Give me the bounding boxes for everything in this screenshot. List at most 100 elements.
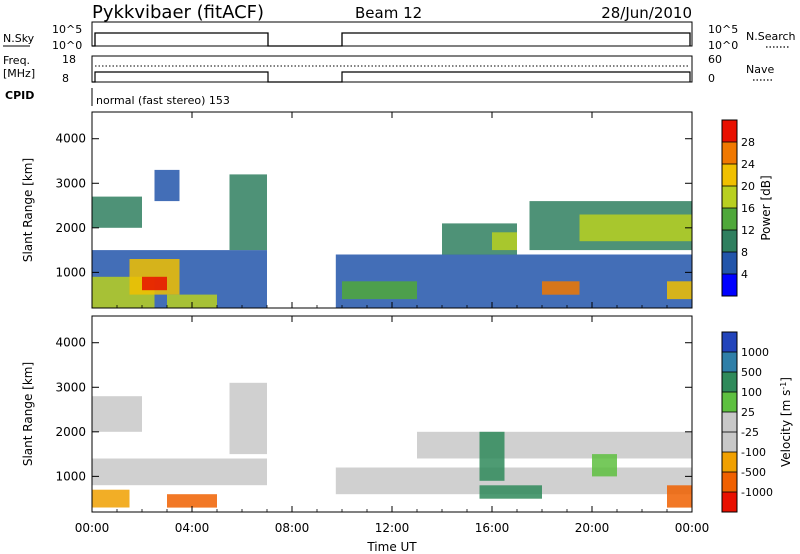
power-colorbar-swatch bbox=[722, 208, 737, 230]
freq-tick-high: 18 bbox=[62, 53, 76, 66]
power-cell bbox=[667, 281, 692, 300]
velocity-colorbar-swatch bbox=[722, 492, 737, 512]
velocity-colorbar-cells: 1000 500 100 25 -25 -100 -500 -1000 bbox=[722, 332, 773, 512]
power-colorbar-swatch bbox=[722, 120, 737, 142]
x-tick-label: 00:00 bbox=[675, 521, 710, 535]
velocity-colorbar-tick-label: 1000 bbox=[741, 346, 769, 359]
velocity-colorbar-tick-label: 500 bbox=[741, 366, 762, 379]
freq-label-line2: [MHz] bbox=[3, 67, 35, 80]
y-tick-label: 1000 bbox=[55, 265, 86, 279]
velocity-cell bbox=[167, 494, 217, 508]
power-colorbar-swatch bbox=[722, 230, 737, 252]
power-colorbar-tick-label: 24 bbox=[741, 158, 755, 171]
velocity-colorbar-tick-label: -500 bbox=[741, 466, 766, 479]
cpid-label: CPID bbox=[5, 89, 34, 102]
power-colorbar-tick-label: 12 bbox=[741, 224, 755, 237]
velocity-colorbar-swatch bbox=[722, 452, 737, 472]
y-tick-label: 2000 bbox=[55, 425, 86, 439]
y-tick-label: 1000 bbox=[55, 469, 86, 483]
velocity-colorbar-swatch bbox=[722, 472, 737, 492]
nsky-tick-low: 10^0 bbox=[52, 39, 82, 52]
power-colorbar-label: Power [dB] bbox=[759, 175, 773, 240]
velocity-colorbar-swatch bbox=[722, 372, 737, 392]
power-cell bbox=[492, 232, 517, 251]
velocity-colorbar-swatch bbox=[722, 412, 737, 432]
velocity-cell bbox=[92, 489, 130, 508]
power-colorbar-swatch bbox=[722, 164, 737, 186]
velocity-ylabel: Slant Range [km] bbox=[21, 362, 35, 466]
date-title: 28/Jun/2010 bbox=[601, 4, 692, 22]
power-cell bbox=[167, 294, 217, 308]
power-colorbar-tick-label: 4 bbox=[741, 268, 748, 281]
power-axis-ticks: 1000 2000 3000 4000 bbox=[55, 112, 693, 308]
freq-label-line1: Freq. bbox=[3, 54, 30, 67]
power-colorbar-frame bbox=[721, 119, 738, 297]
power-colorbar-swatch bbox=[722, 274, 737, 296]
power-colorbar-swatch bbox=[722, 186, 737, 208]
x-tick-label: 08:00 bbox=[275, 521, 310, 535]
power-colorbar-swatch bbox=[722, 142, 737, 164]
velocity-colorbar-tick-label: -1000 bbox=[741, 486, 773, 499]
velocity-colorbar-label: Velocity [m s-1] bbox=[779, 377, 793, 467]
velocity-cell bbox=[479, 431, 505, 481]
velocity-cell bbox=[479, 485, 542, 499]
velocity-cell bbox=[229, 382, 267, 455]
freq-frame bbox=[91, 55, 693, 83]
freq-panel: Freq. [MHz] 18 8 60 0 Nave bbox=[3, 53, 774, 85]
velocity-cell bbox=[592, 454, 617, 477]
velocity-panel: 1000 2000 3000 4000 00:00 04:00 08:00 12:00 16:0… bbox=[55, 315, 709, 535]
y-tick-label: 3000 bbox=[55, 176, 86, 190]
cpid-text: normal (fast stereo) 153 bbox=[96, 94, 230, 107]
power-cell bbox=[579, 214, 692, 242]
power-cell bbox=[342, 281, 417, 300]
nsearch-tick-low: 10^0 bbox=[708, 39, 738, 52]
velocity-colorbar-tick-label: -100 bbox=[741, 446, 766, 459]
nsky-label: N.Sky bbox=[3, 32, 35, 45]
power-cell bbox=[142, 276, 167, 291]
xlabel: Time UT bbox=[366, 540, 417, 554]
velocity-colorbar-tick-label: -25 bbox=[741, 426, 759, 439]
nsky-frame bbox=[91, 21, 693, 47]
nave-tick-high: 60 bbox=[708, 53, 722, 66]
x-tick-label: 12:00 bbox=[375, 521, 410, 535]
nsearch-tick-high: 10^5 bbox=[708, 23, 738, 36]
power-colorbar-swatch bbox=[722, 252, 737, 274]
y-tick-label: 4000 bbox=[55, 132, 86, 146]
power-panel: 1000 2000 3000 4000 bbox=[55, 111, 693, 309]
power-colorbar-cells: 4 8 12 16 20 24 28 bbox=[722, 120, 755, 296]
power-cell bbox=[229, 174, 267, 251]
nsky-panel: N.Sky 10^5 10^0 10^5 10^0 N.Search bbox=[3, 21, 796, 52]
nsky-tick-high: 10^5 bbox=[52, 23, 82, 36]
velocity-colorbar-frame bbox=[721, 331, 738, 513]
power-cell bbox=[154, 169, 180, 202]
nave-label: Nave bbox=[746, 63, 774, 76]
velocity-colorbar-tick-label: 100 bbox=[741, 386, 762, 399]
power-ylabel: Slant Range [km] bbox=[21, 158, 35, 262]
nsearch-label: N.Search bbox=[746, 30, 796, 43]
x-tick-label: 00:00 bbox=[75, 521, 110, 535]
velocity-cell bbox=[417, 431, 692, 459]
velocity-heatmap bbox=[92, 382, 693, 508]
power-colorbar-tick-label: 16 bbox=[741, 202, 755, 215]
velocity-cell bbox=[667, 485, 692, 508]
velocity-cell bbox=[92, 396, 142, 432]
y-tick-label: 2000 bbox=[55, 221, 86, 235]
velocity-axis-ticks: 1000 2000 3000 4000 00:00 04:00 08:00 12:00 16:0… bbox=[55, 316, 709, 535]
power-cell bbox=[92, 196, 142, 228]
velocity-colorbar: 1000 500 100 25 -25 -100 -500 -1000 Velocity [m… bbox=[721, 331, 793, 513]
power-colorbar-tick-label: 28 bbox=[741, 136, 755, 149]
velocity-colorbar-swatch bbox=[722, 352, 737, 372]
power-heatmap bbox=[92, 169, 693, 308]
station-title: Pykkvibaer (fitACF) bbox=[92, 2, 264, 23]
power-colorbar-tick-label: 8 bbox=[741, 246, 748, 259]
velocity-colorbar-swatch bbox=[722, 332, 737, 352]
power-cell bbox=[335, 254, 693, 308]
y-tick-label: 4000 bbox=[55, 336, 86, 350]
velocity-cell bbox=[92, 458, 267, 486]
velocity-colorbar-swatch bbox=[722, 432, 737, 452]
x-tick-label: 04:00 bbox=[175, 521, 210, 535]
nsky-trace bbox=[92, 32, 691, 47]
velocity-colorbar-swatch bbox=[722, 392, 737, 412]
x-tick-label: 20:00 bbox=[575, 521, 610, 535]
